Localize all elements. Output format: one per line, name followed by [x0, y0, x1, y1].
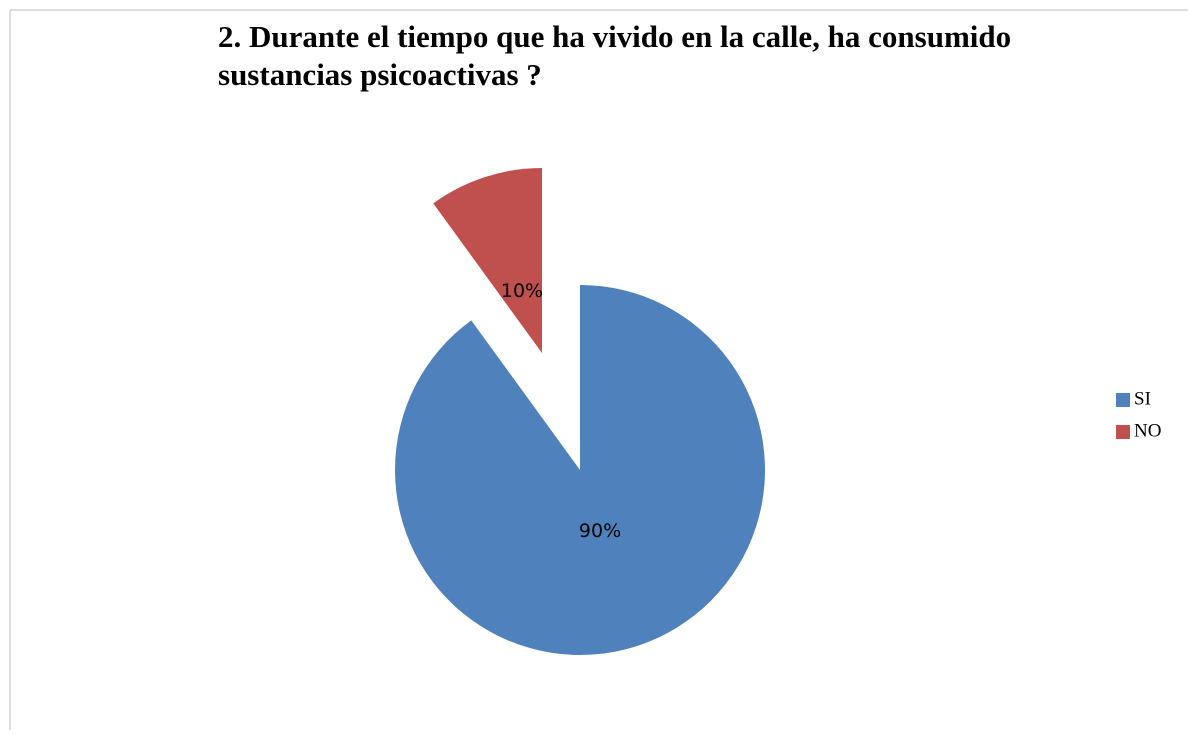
legend-swatch [1116, 393, 1130, 407]
pie-slice [394, 285, 765, 655]
pie-slice [433, 168, 542, 354]
chart-title: 2. Durante el tiempo que ha vivido en la… [218, 19, 1012, 92]
data-label: 90% [579, 520, 621, 542]
data-label: 10% [501, 280, 543, 302]
legend-swatch [1116, 425, 1130, 439]
legend-label: SI [1134, 388, 1151, 409]
legend-label: NO [1134, 420, 1161, 441]
